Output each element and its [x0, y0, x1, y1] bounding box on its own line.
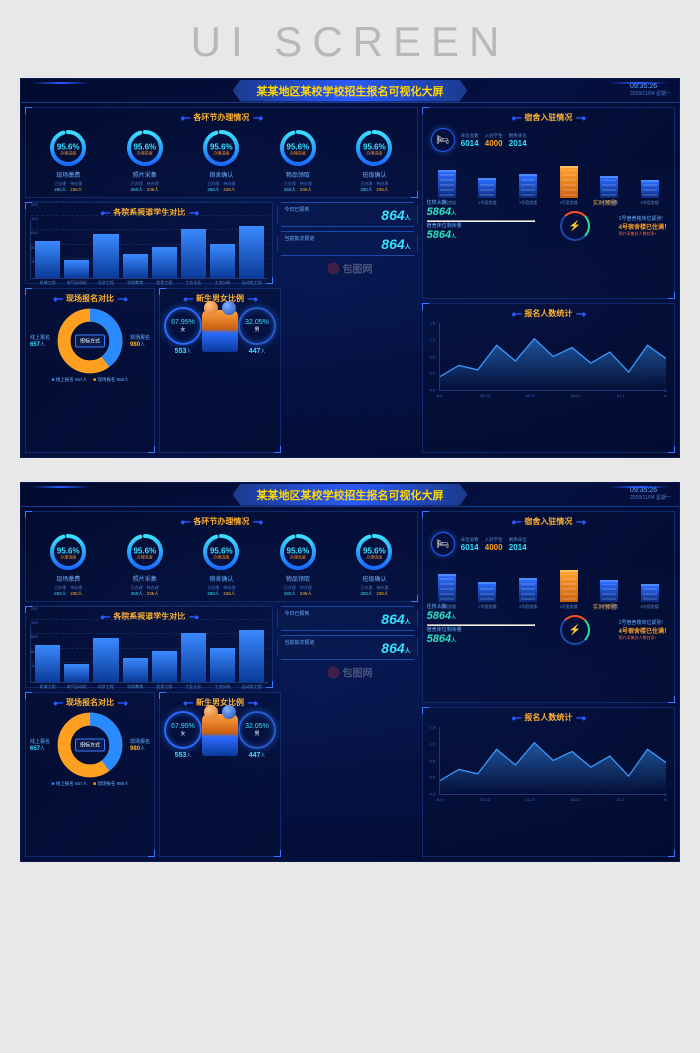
dorm-panel: 宿舍入驻情况 🛏 床位总数6014 入驻学生4000 剩余床位2014 1号宿舍… [422, 511, 675, 703]
building: 4号宿舍楼 [560, 166, 578, 198]
building: 1号宿舍楼 [438, 170, 456, 198]
building: 1号宿舍楼 [438, 574, 456, 602]
dashboard-screen-1: 某某地区某校学校招生报名可视化大屏 09:35:26 2018/11/04 星期… [20, 78, 680, 458]
bar: 化学工程 [93, 638, 118, 682]
donut-chart: 招标方式 [56, 711, 124, 779]
building: 3号宿舍楼 [519, 578, 537, 602]
building: 5号宿舍楼 [600, 176, 618, 198]
male-circle: 32.05%男 [238, 307, 276, 345]
donut-title: 现场报名对比 [30, 293, 150, 304]
building: 2号宿舍楼 [478, 178, 496, 198]
stages-panel: 各环节办理情况 95.6%办理进度现场缴费已办理260人待办理236人95.6%… [25, 511, 418, 602]
donut-panel: 现场报名对比 线上报名657人 招标方式 [25, 288, 155, 453]
stages-panel: 各环节办理情况 95.6%办理进度现场缴费已办理260人待办理236人95.6%… [25, 107, 418, 198]
bed-icon: 🛏 [431, 532, 455, 556]
bar: 工业企业 [181, 633, 206, 682]
batch-count: 当前批次报道 864人 [277, 635, 417, 660]
gauge: 95.6%办理进度班级确认已办理260人待办理236人 [336, 532, 413, 597]
bar: 信息工程 [152, 247, 177, 278]
bar: 自动化工程 [239, 226, 264, 278]
watermark-header: UI SCREEN [0, 0, 700, 78]
bar: 自动化工程 [239, 630, 264, 682]
dorm-title: 宿舍入驻情况 [427, 516, 670, 527]
dorm-title: 宿舍入驻情况 [427, 112, 670, 123]
gender-panel: 新生男女比例 67.95%女 553人 32.05%男 447人 [159, 288, 281, 453]
gender-title: 新生男女比例 [164, 697, 276, 708]
batch-count: 当前批次报道 864人 [277, 231, 417, 256]
bar: 工业企业 [181, 229, 206, 278]
line-panel: 报名人数统计 1.51.20.90.50.36-910-1314-1718-21… [422, 303, 675, 453]
building: 6号宿舍楼 [641, 180, 659, 198]
building: 6号宿舍楼 [641, 584, 659, 602]
gender-title: 新生男女比例 [164, 293, 276, 304]
bar: 电气自动化 [64, 260, 89, 278]
gauges-row: 95.6%办理进度现场缴费已办理260人待办理236人95.6%办理进度照片采集… [30, 530, 413, 597]
bed-icon: 🛏 [431, 128, 455, 152]
people-icon [202, 714, 238, 756]
donut-chart: 招标方式 [56, 307, 124, 375]
gauges-row: 95.6%办理进度现场缴费已办理260人待办理236人95.6%办理进度照片采集… [30, 126, 413, 193]
donut-panel: 现场报名对比 线上报名657人 招标方式 [25, 692, 155, 857]
dept-bar-panel: 各院系报道学生对比 1000800600400200机械工程电气自动化化学工程学… [25, 202, 273, 284]
bar: 学前教育 [123, 254, 148, 278]
line-chart: 1.51.20.90.50.36-910-1314-1718-2121-12-5 [439, 727, 666, 795]
topbar: 某某地区某校学校招生报名可视化大屏 09:35:26 2018/11/04 星期… [21, 79, 679, 103]
bars: 1000800600400200机械工程电气自动化化学工程学前教育信息工程工业企… [30, 625, 268, 683]
dashboard-screen-2: 某某地区某校学校招生报名可视化大屏 09:35:26 2018/11/04 星期… [20, 482, 680, 862]
clock: 09:35:26 2018/11/04 星期一 [630, 83, 671, 97]
gauge: 95.6%办理进度宿舍确认已办理260人待办理236人 [183, 532, 260, 597]
alert-icon: ⚡ [560, 615, 590, 645]
buildings-row: 1号宿舍楼 2号宿舍楼 3号宿舍楼 4号宿舍楼 5号宿舍楼 6号宿舍楼 [427, 562, 670, 602]
line-title: 报名人数统计 [427, 712, 670, 723]
gauge: 95.6%办理进度物品领取已办理260人待办理236人 [260, 128, 337, 193]
bar: 机械工程 [35, 645, 60, 682]
dorm-panel: 宿舍入驻情况 🛏 床位总数6014 入驻学生4000 剩余床位2014 1号宿舍… [422, 107, 675, 299]
donut-title: 现场报名对比 [30, 697, 150, 708]
gauge: 95.6%办理进度现场缴费已办理260人待办理236人 [30, 128, 107, 193]
bar: 信息工程 [152, 651, 177, 682]
bar: 机械工程 [35, 241, 60, 278]
clock-time: 09:35:26 [630, 83, 671, 90]
clock: 09:35:26 2018/11/04 星期一 [630, 487, 671, 501]
alert-icon: ⚡ [560, 211, 590, 241]
main-title: 某某地区某校学校招生报名可视化大屏 [233, 484, 468, 506]
bars: 1000800600400200机械工程电气自动化化学工程学前教育信息工程工业企… [30, 221, 268, 279]
gauge: 95.6%办理进度宿舍确认已办理260人待办理236人 [183, 128, 260, 193]
topbar: 某某地区某校学校招生报名可视化大屏 09:35:26 2018/11/04 星期… [21, 483, 679, 507]
line-panel: 报名人数统计 1.51.20.90.50.36-910-1314-1718-21… [422, 707, 675, 857]
bar: 工业分析 [210, 244, 235, 278]
gauge: 95.6%办理进度现场缴费已办理260人待办理236人 [30, 532, 107, 597]
buildings-row: 1号宿舍楼 2号宿舍楼 3号宿舍楼 4号宿舍楼 5号宿舍楼 6号宿舍楼 [427, 158, 670, 198]
bar: 电气自动化 [64, 664, 89, 682]
building: 5号宿舍楼 [600, 580, 618, 602]
male-circle: 32.05%男 [238, 711, 276, 749]
clock-time: 09:35:26 [630, 487, 671, 494]
bar: 工业分析 [210, 648, 235, 682]
today-count: 今日已报到 864人 [277, 606, 417, 631]
stages-title: 各环节办理情况 [30, 112, 413, 123]
line-chart: 1.51.20.90.50.36-910-1314-1718-2121-12-5 [439, 323, 666, 391]
female-circle: 67.95%女 [164, 711, 202, 749]
people-icon [202, 310, 238, 352]
main-title: 某某地区某校学校招生报名可视化大屏 [233, 80, 468, 102]
bar: 学前教育 [123, 658, 148, 682]
dept-bar-panel: 各院系报道学生对比 1000800600400200机械工程电气自动化化学工程学… [25, 606, 273, 688]
bar: 化学工程 [93, 234, 118, 278]
line-title: 报名人数统计 [427, 308, 670, 319]
gauge: 95.6%办理进度照片采集已办理260人待办理236人 [107, 532, 184, 597]
today-count: 今日已报到 864人 [277, 202, 417, 227]
female-circle: 67.95%女 [164, 307, 202, 345]
gauge: 95.6%办理进度物品领取已办理260人待办理236人 [260, 532, 337, 597]
gender-panel: 新生男女比例 67.95%女 553人 32.05%男 447人 [159, 692, 281, 857]
building: 4号宿舍楼 [560, 570, 578, 602]
gauge: 95.6%办理进度班级确认已办理260人待办理236人 [336, 128, 413, 193]
stages-title: 各环节办理情况 [30, 516, 413, 527]
building: 2号宿舍楼 [478, 582, 496, 602]
gauge: 95.6%办理进度照片采集已办理260人待办理236人 [107, 128, 184, 193]
building: 3号宿舍楼 [519, 174, 537, 198]
